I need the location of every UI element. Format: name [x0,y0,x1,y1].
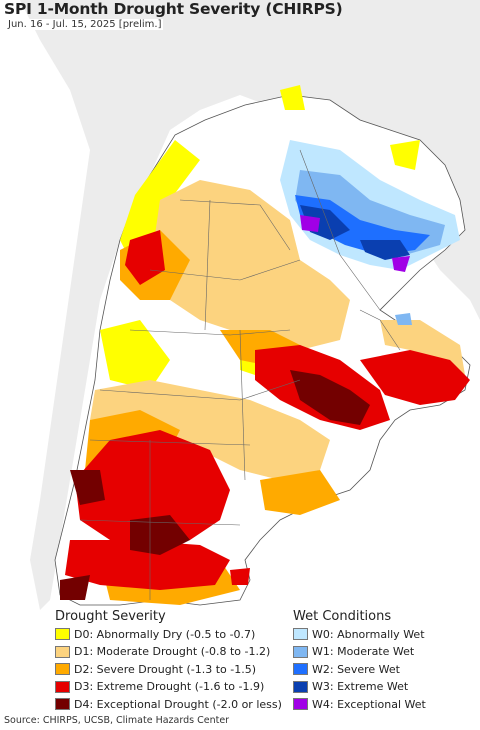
wet-legend-label: W4: Exceptional Wet [312,697,426,711]
wet-legend-item: W0: Abnormally Wet [293,627,425,641]
drought-legend-swatch [55,645,70,658]
drought-legend-swatch [55,680,70,693]
map-subtitle: Jun. 16 - Jul. 15, 2025 [prelim.] [6,19,164,30]
map-title: SPI 1-Month Drought Severity (CHIRPS) [4,0,343,18]
drought-legend-item: D3: Extreme Drought (-1.6 to -1.9) [55,680,264,694]
wet-legend-label: W0: Abnormally Wet [312,627,425,641]
drought-legend-label: D2: Severe Drought (-1.3 to -1.5) [74,662,257,676]
wet-legend-swatch [293,680,308,693]
drought-legend-swatch [55,698,70,710]
drought-legend-label: D4: Exceptional Drought (-2.0 or less) [74,697,282,711]
wet-legend-label: W3: Extreme Wet [312,680,409,693]
drought-legend-item: D4: Exceptional Drought (-2.0 or less) [55,697,282,711]
drought-legend-title: Drought Severity [55,609,166,624]
drought-legend-label: D0: Abnormally Dry (-0.5 to -0.7) [74,627,256,641]
drought-legend-swatch [55,628,70,640]
wet-legend-title: Wet Conditions [293,609,392,624]
wet-legend-item: W3: Extreme Wet [293,680,408,694]
wet-legend-label: W2: Severe Wet [312,662,400,676]
source-credit: Source: CHIRPS, UCSB, Climate Hazards Ce… [4,715,230,726]
wet-legend-label: W1: Moderate Wet [312,645,415,658]
wet-legend-item: W2: Severe Wet [293,662,400,676]
wet-legend-item: W4: Exceptional Wet [293,697,426,711]
wet-legend-item: W1: Moderate Wet [293,645,414,659]
wet-legend-swatch [293,698,308,710]
wet-legend-swatch [293,628,308,640]
drought-legend-item: D0: Abnormally Dry (-0.5 to -0.7) [55,627,255,641]
wet-legend-swatch [293,663,308,675]
drought-legend-swatch [55,663,70,675]
wet-legend-swatch [293,645,308,658]
drought-legend-item: D2: Severe Drought (-1.3 to -1.5) [55,662,256,676]
drought-legend-item: D1: Moderate Drought (-0.8 to -1.2) [55,645,270,659]
drought-map [20,0,480,610]
drought-legend-label: D1: Moderate Drought (-0.8 to -1.2) [74,645,271,658]
drought-legend-label: D3: Extreme Drought (-1.6 to -1.9) [74,680,265,693]
